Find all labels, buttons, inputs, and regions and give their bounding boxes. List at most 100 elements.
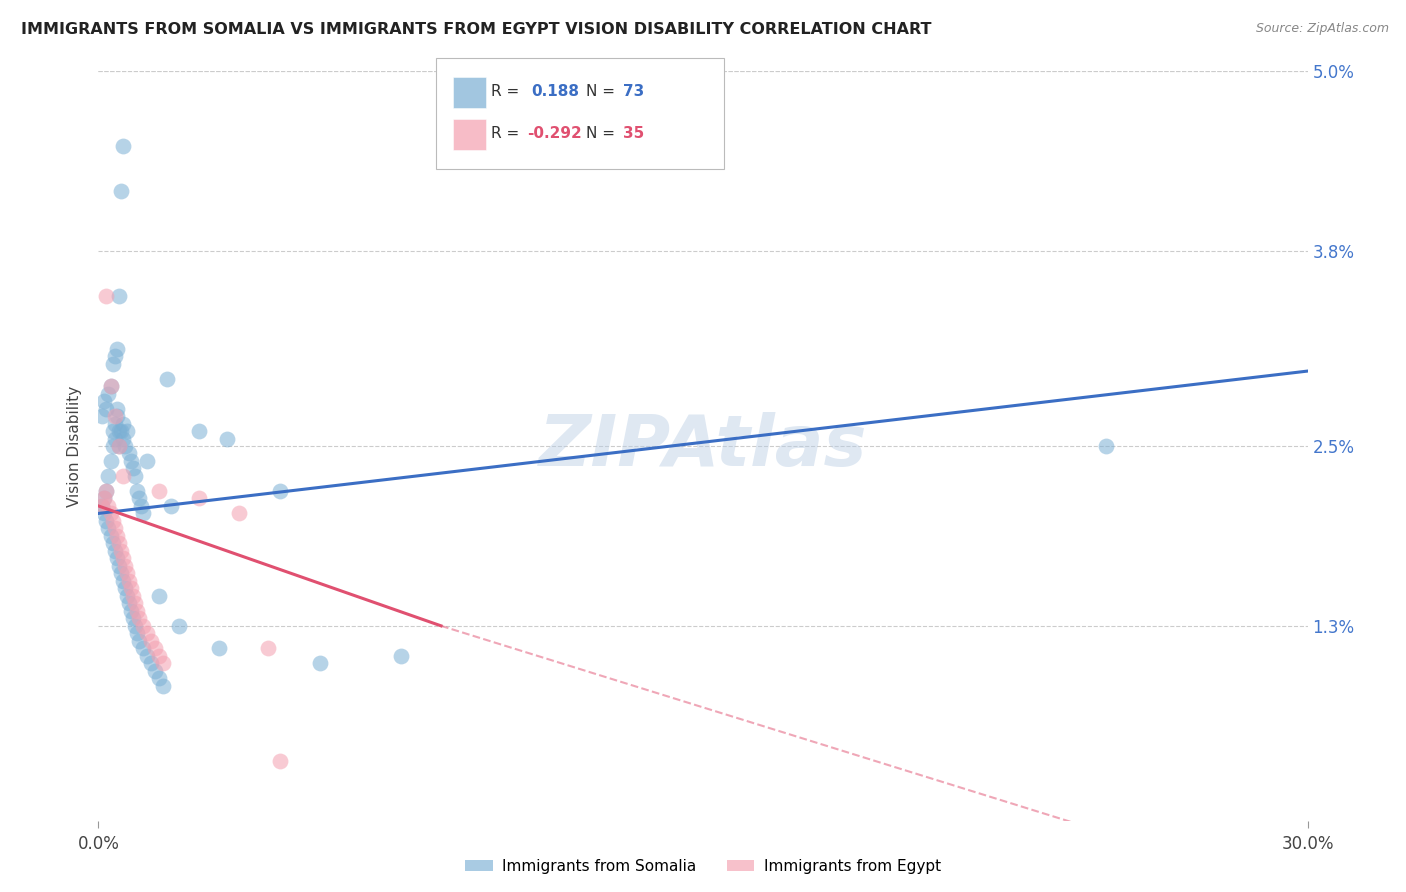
Text: N =: N = xyxy=(586,127,620,141)
Point xyxy=(103,544,125,558)
Point xyxy=(217,432,239,446)
Point xyxy=(100,454,122,468)
Point xyxy=(269,754,291,768)
Point xyxy=(96,483,118,498)
Text: ZIPAtlas: ZIPAtlas xyxy=(538,411,868,481)
Point xyxy=(139,633,162,648)
Text: -0.292: -0.292 xyxy=(527,127,582,141)
Point xyxy=(107,439,129,453)
Point xyxy=(97,386,120,401)
Point xyxy=(93,491,115,506)
Point xyxy=(97,469,120,483)
Point xyxy=(91,409,114,423)
Point xyxy=(188,424,211,438)
Point xyxy=(156,371,179,385)
Point xyxy=(115,589,138,603)
Point xyxy=(124,469,146,483)
Y-axis label: Vision Disability: Vision Disability xyxy=(67,385,83,507)
Point xyxy=(135,648,157,663)
Point xyxy=(389,648,412,663)
Point xyxy=(105,342,128,356)
Point xyxy=(120,582,142,596)
Point xyxy=(114,439,136,453)
Point xyxy=(120,454,142,468)
Point xyxy=(120,604,142,618)
Point xyxy=(110,544,132,558)
Point xyxy=(160,499,183,513)
Point xyxy=(135,454,157,468)
Point xyxy=(110,424,132,438)
Point xyxy=(111,469,134,483)
Point xyxy=(96,483,118,498)
Point xyxy=(103,521,125,535)
Point xyxy=(143,664,166,678)
Point xyxy=(105,401,128,416)
Point xyxy=(107,536,129,550)
Point xyxy=(256,641,278,656)
Point xyxy=(107,558,129,573)
Point xyxy=(111,417,134,431)
Point xyxy=(132,641,155,656)
Text: IMMIGRANTS FROM SOMALIA VS IMMIGRANTS FROM EGYPT VISION DISABILITY CORRELATION C: IMMIGRANTS FROM SOMALIA VS IMMIGRANTS FR… xyxy=(21,22,932,37)
Point xyxy=(93,491,115,506)
Point xyxy=(132,619,155,633)
Text: Source: ZipAtlas.com: Source: ZipAtlas.com xyxy=(1256,22,1389,36)
Text: N =: N = xyxy=(586,85,620,99)
Point xyxy=(124,596,146,610)
Point xyxy=(114,582,136,596)
Point xyxy=(148,671,170,685)
Point xyxy=(100,529,122,543)
Point xyxy=(121,589,143,603)
Point xyxy=(309,657,332,671)
Point xyxy=(118,596,141,610)
Point xyxy=(100,379,122,393)
Point xyxy=(114,558,136,573)
Point xyxy=(121,611,143,625)
Text: 73: 73 xyxy=(623,85,644,99)
Point xyxy=(93,507,115,521)
Point xyxy=(111,574,134,588)
Point xyxy=(128,633,150,648)
Point xyxy=(188,491,211,506)
Point xyxy=(105,529,128,543)
Point xyxy=(101,439,124,453)
Point xyxy=(96,514,118,528)
Point xyxy=(96,401,118,416)
Point xyxy=(115,424,138,438)
Point xyxy=(135,626,157,640)
Point xyxy=(100,379,122,393)
Point xyxy=(105,409,128,423)
Point xyxy=(110,566,132,581)
Point xyxy=(101,357,124,371)
Point xyxy=(111,551,134,566)
Point xyxy=(128,491,150,506)
Point xyxy=(91,499,114,513)
Point xyxy=(125,483,148,498)
Point xyxy=(101,536,124,550)
Point xyxy=(103,349,125,363)
Point xyxy=(129,499,152,513)
Point xyxy=(103,409,125,423)
Point xyxy=(208,641,231,656)
Point xyxy=(152,679,174,693)
Point xyxy=(96,289,118,303)
Point xyxy=(93,394,115,409)
Text: R =: R = xyxy=(491,85,524,99)
Point xyxy=(100,507,122,521)
Point xyxy=(97,521,120,535)
Point xyxy=(124,619,146,633)
Point xyxy=(101,514,124,528)
Point xyxy=(121,461,143,475)
Point xyxy=(97,499,120,513)
Point xyxy=(105,551,128,566)
Point xyxy=(125,626,148,640)
Point xyxy=(148,483,170,498)
Text: 35: 35 xyxy=(623,127,644,141)
Point xyxy=(107,289,129,303)
Point xyxy=(115,566,138,581)
Point xyxy=(118,446,141,460)
Text: 0.188: 0.188 xyxy=(531,85,579,99)
Point xyxy=(110,184,132,198)
Point xyxy=(111,139,134,153)
Point xyxy=(148,648,170,663)
